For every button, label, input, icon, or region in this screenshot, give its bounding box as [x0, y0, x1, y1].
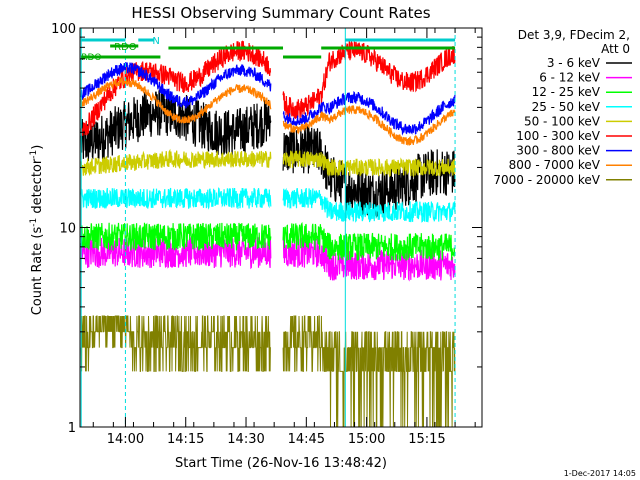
legend-label-6: 100 - 300 keV	[516, 129, 600, 143]
flag-label-n: N	[152, 36, 159, 47]
y-tick-label-3: 100	[51, 22, 76, 37]
flag-label-rdo-1: RDO	[114, 42, 137, 53]
series-line-7	[80, 62, 456, 136]
series-line-1	[80, 88, 456, 219]
legend-label-7: 300 - 800 keV	[516, 144, 600, 158]
legend-label-4: 25 - 50 keV	[532, 100, 601, 114]
y-axis-label: Count Rate (s-1 detector-1)	[29, 145, 45, 316]
legend-label-5: 50 - 100 keV	[524, 114, 601, 128]
legend-label-2: 6 - 12 keV	[539, 71, 601, 85]
x-tick-label-5: 15:00	[348, 432, 385, 447]
series-line-8	[80, 75, 456, 147]
axis-layer: 14:00 14:15 14:30 14:45 15:00 15:15 1 10 100	[51, 22, 482, 447]
legend-header-line-2: Att 0	[601, 42, 630, 56]
x-tick-label-6: 15:15	[408, 432, 445, 447]
legend-header-line-1: Det 3,9, FDecim 2,	[518, 28, 630, 42]
series-line-5	[80, 148, 456, 178]
x-tick-label-3: 14:30	[227, 432, 264, 447]
series-line-9	[80, 315, 456, 428]
x-tick-label-4: 14:45	[288, 432, 325, 447]
footer-timestamp: 1-Dec-2017 14:05	[564, 469, 636, 478]
legend-label-8: 800 - 7000 keV	[509, 158, 601, 172]
series-line-4	[80, 187, 456, 223]
x-tick-label-2: 14:15	[167, 432, 204, 447]
series-line-3	[80, 221, 456, 261]
legend-label-9: 7000 - 20000 keV	[493, 173, 600, 187]
chart-title: HESSI Observing Summary Count Rates	[131, 4, 430, 22]
legend-label-3: 12 - 25 keV	[532, 85, 601, 99]
x-tick-label-1: 14:00	[107, 432, 144, 447]
legend-label-1: 3 - 6 keV	[547, 56, 601, 70]
x-axis-label: Start Time (26-Nov-16 13:48:42)	[175, 456, 387, 471]
series-layer	[80, 40, 456, 428]
flag-label-rdo-2: RDO	[81, 53, 101, 63]
overlay-layer: RDO RDO N	[80, 28, 456, 427]
y-tick-label-2: 10	[59, 222, 76, 237]
y-tick-label-1: 1	[68, 421, 76, 436]
